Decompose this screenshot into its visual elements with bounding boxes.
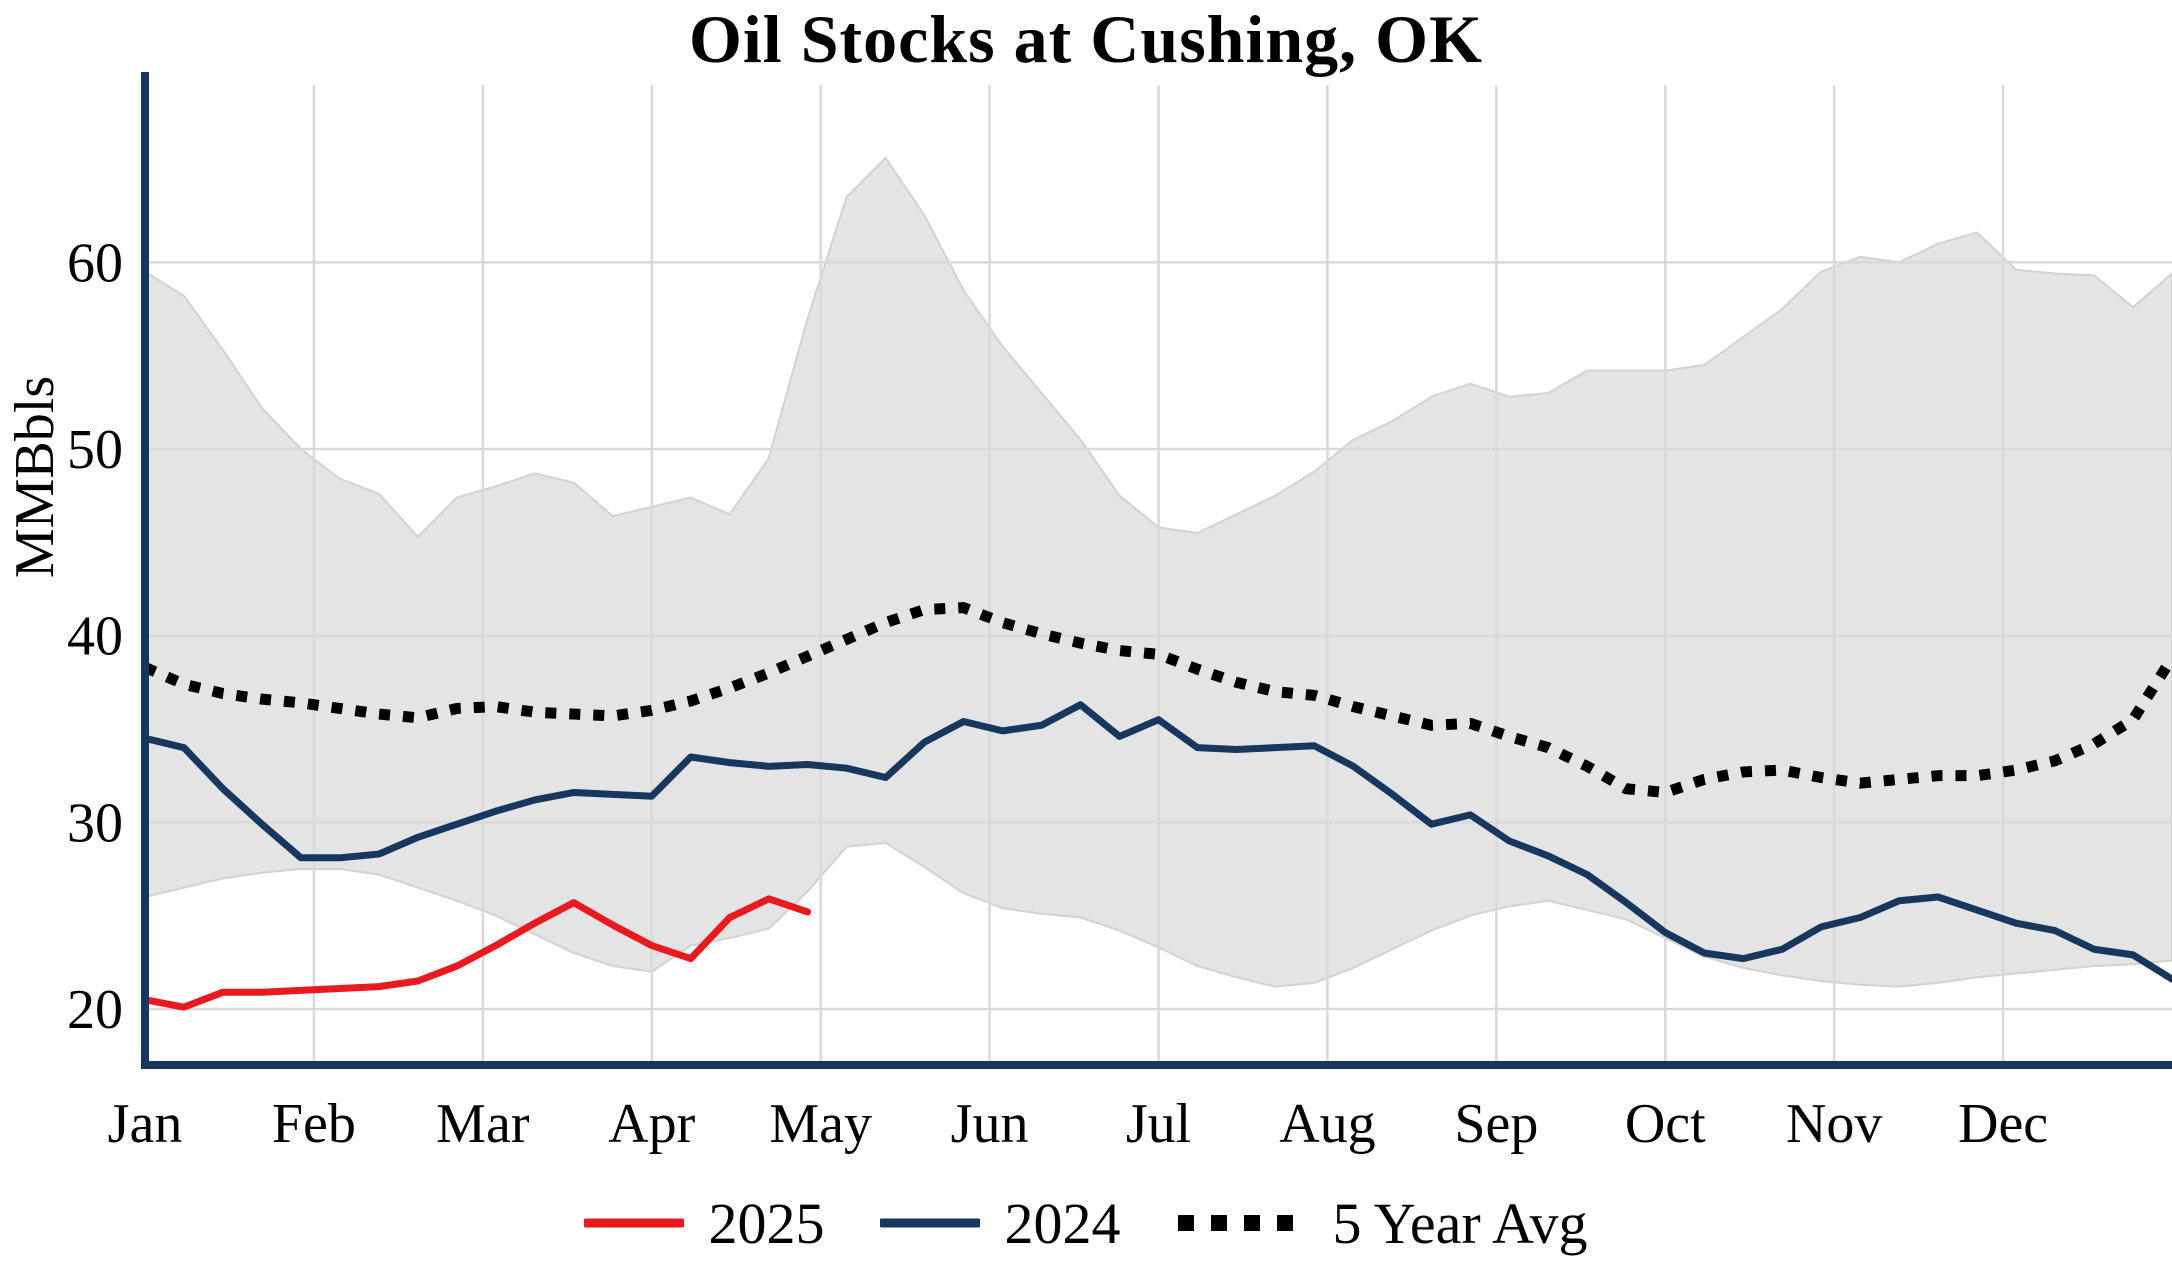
legend-item-5yr-avg: 5 Year Avg [1176,1190,1588,1257]
svg-text:Aug: Aug [1279,1093,1375,1155]
legend-label-2024: 2024 [1004,1190,1121,1256]
svg-text:Dec: Dec [1958,1093,2048,1155]
svg-text:Oct: Oct [1625,1093,1706,1155]
svg-text:Jul: Jul [1126,1093,1191,1155]
svg-text:40: 40 [67,606,123,668]
svg-text:Jun: Jun [951,1093,1029,1155]
svg-text:Jan: Jan [108,1093,183,1155]
legend-item-2024: 2024 [880,1190,1120,1257]
legend-line-2025-icon [584,1218,685,1228]
svg-text:20: 20 [67,979,123,1041]
legend-item-2025: 2025 [584,1190,824,1257]
chart-legend: 2025 2024 5 Year Avg [0,1178,2172,1268]
svg-text:Nov: Nov [1786,1093,1882,1155]
svg-text:Mar: Mar [436,1093,530,1155]
legend-label-5yr-avg: 5 Year Avg [1332,1190,1588,1256]
svg-text:May: May [769,1093,872,1155]
y-axis-title: MMBbls [4,375,66,579]
chart-title: Oil Stocks at Cushing, OK [689,1,1483,77]
legend-line-2024-icon [880,1218,981,1228]
svg-text:Sep: Sep [1454,1093,1538,1155]
svg-text:Feb: Feb [272,1093,356,1155]
svg-text:30: 30 [67,792,123,854]
svg-text:50: 50 [67,419,123,481]
svg-text:Apr: Apr [608,1093,695,1155]
legend-label-2025: 2025 [708,1190,825,1256]
legend-line-5yr-avg-icon [1178,1215,1307,1231]
svg-text:60: 60 [67,232,123,294]
